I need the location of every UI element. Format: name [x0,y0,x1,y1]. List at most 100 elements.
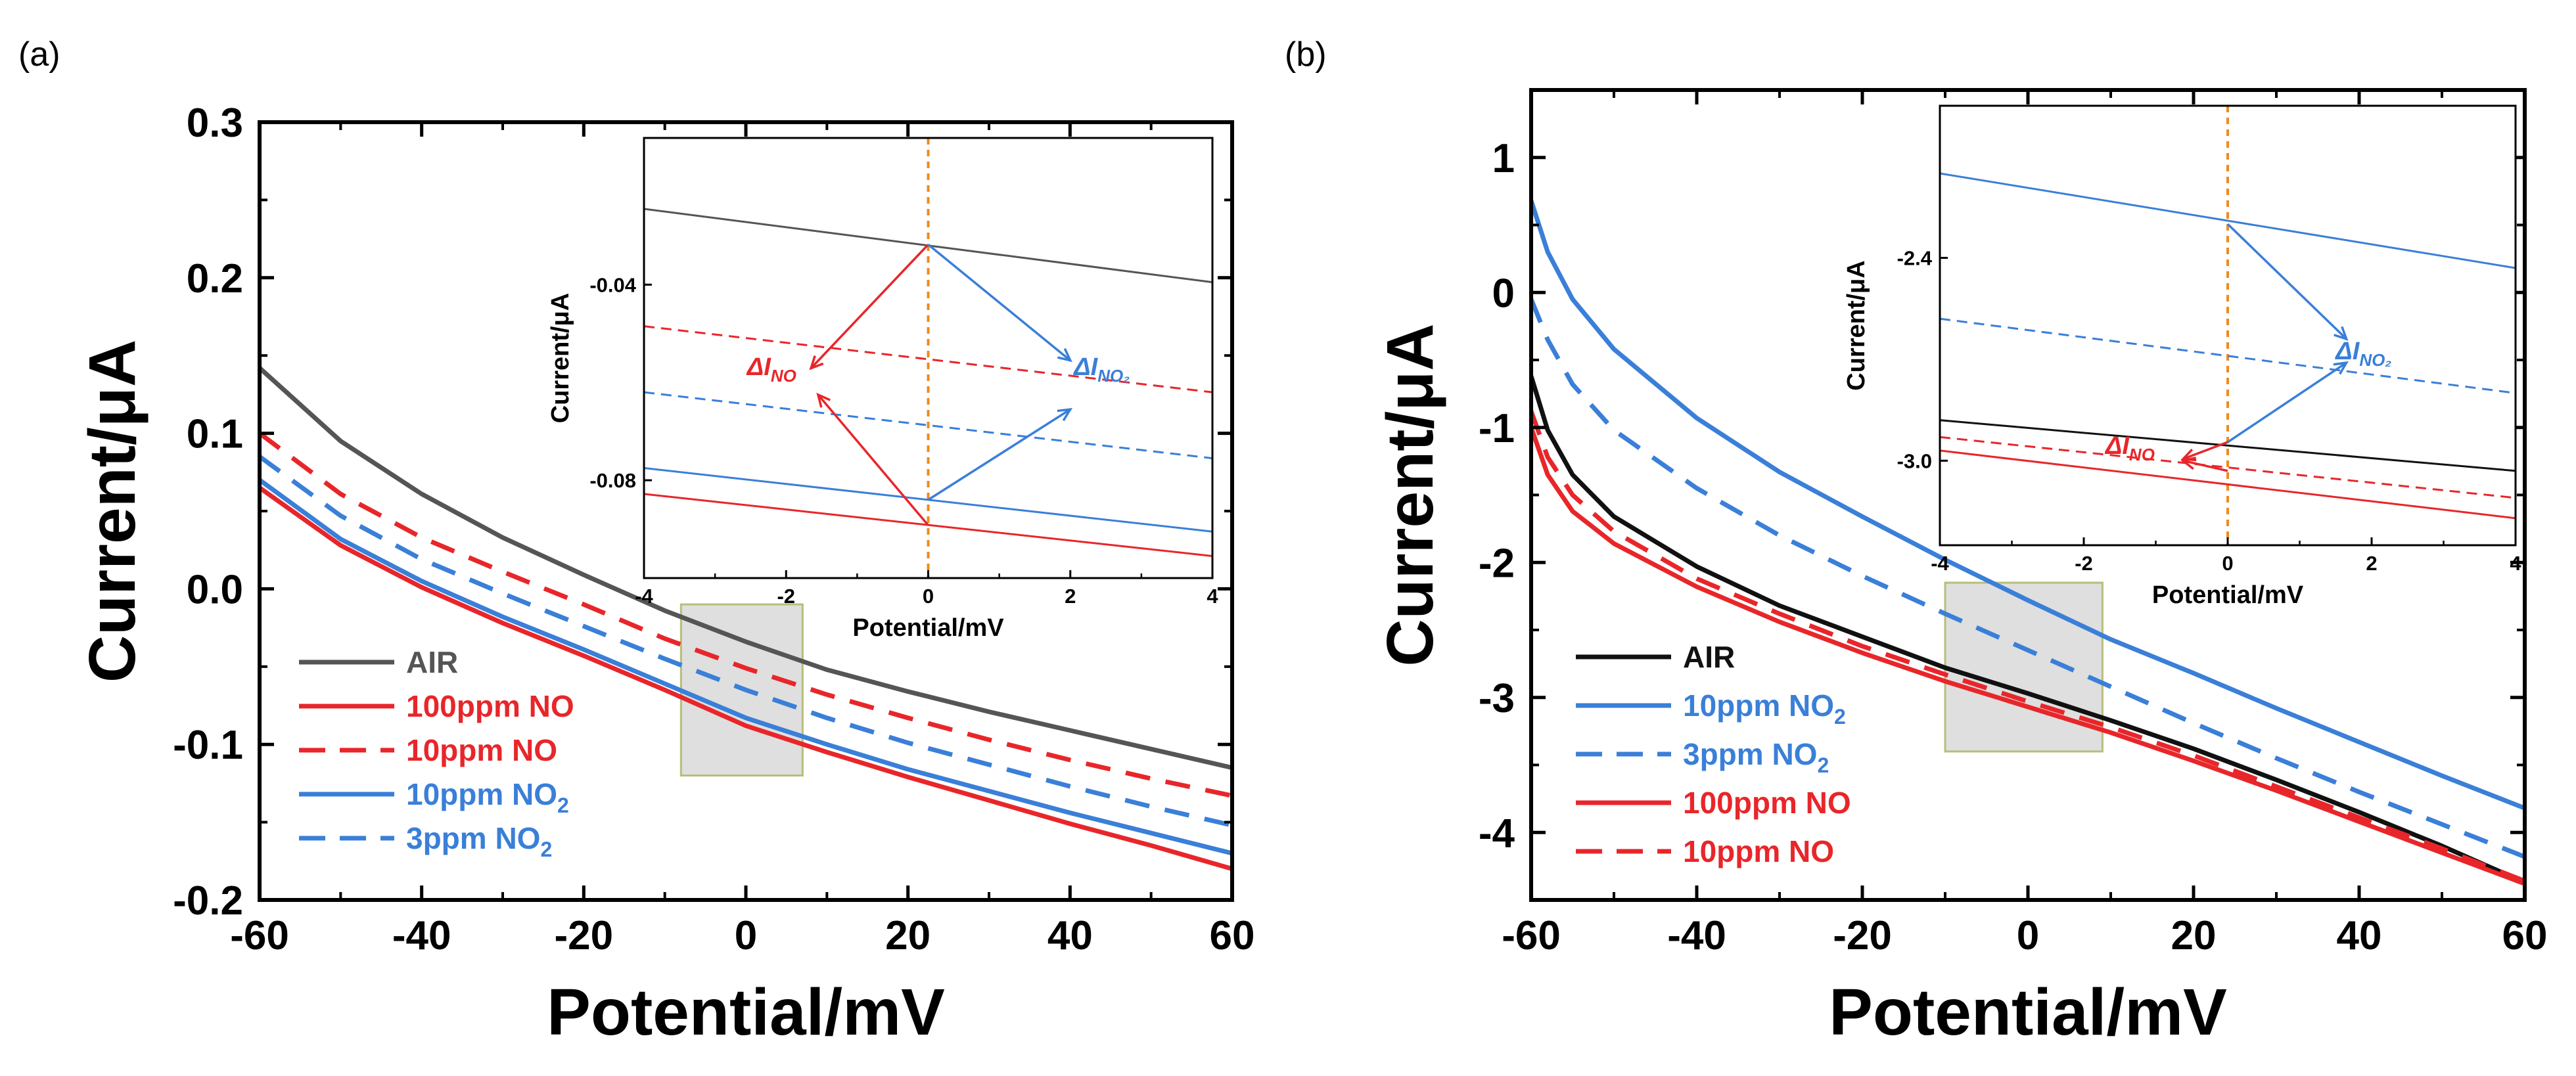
delta-arrow-shaft [817,393,929,526]
inset-series-3ppm-no2 [644,391,1212,460]
series-line-10ppm-no2 [1531,200,2525,811]
inset-x-tick-label: 2 [1065,585,1076,608]
legend-label-10ppm-no2: 10ppm NO2 [406,777,569,817]
inset-x-tick-label: 2 [2366,552,2377,575]
delta-annotation-main: ΔI [2334,338,2360,365]
inset-x-tick-label: 0 [2222,552,2233,575]
legend-label-text: AIR [406,645,458,679]
x-tick-label: -20 [555,913,614,958]
delta-arrow-shaft [927,408,1071,501]
panel-label: (a) [18,35,60,74]
delta-arrow-head [2333,361,2349,375]
x-tick-label: -20 [1833,913,1892,958]
series-line-10ppm-no [1531,410,2525,884]
delta-arrow-shaft [2226,223,2347,340]
series-group [260,366,1232,871]
x-tick-label: -40 [392,913,451,958]
series-group [1531,200,2525,886]
delta-annotation-subscript: NO₂ [1097,366,1130,386]
legend-label-text: 10ppm NO [406,733,557,767]
legend-label-text: 10ppm NO [406,777,557,811]
inset-y-tick-label: -0.04 [589,273,636,296]
panel-a: (a)-60 -40 -20 0 20 40 60-0.2-0.10.00.10.20.3P… [18,35,1254,1049]
legend-label-100ppm-no: 100ppm NO [1683,786,1851,820]
legend-label-text: 3ppm NO [1683,737,1817,771]
legend-label-3ppm-no2: 3ppm NO2 [1683,737,1829,777]
delta-annotation-main: ΔI [1072,353,1099,381]
legend-label-subscript: 2 [1817,753,1829,777]
x-tick-label: 0 [2017,913,2039,958]
legend-label-air: AIR [406,645,458,679]
legend-label-text: 100ppm NO [406,689,574,723]
delta-annotation-subscript: NO₂ [2359,350,2391,370]
delta-annotation-subscript: NO [771,366,796,386]
series-line-air [1531,375,2525,885]
legend-label-text: 3ppm NO [406,821,540,855]
delta-arrow-shaft [927,243,1071,362]
x-tick-label: 40 [1047,913,1093,958]
y-tick-label: 0.3 [187,101,243,146]
y-tick-label: 0.2 [187,256,243,302]
delta-arrow-head [1057,347,1072,363]
panel-b: (b)-60 -40 -20 0 20 40 60-4-3-2-101Potential/m… [1285,35,2547,1049]
x-tick-label: 20 [2171,913,2217,958]
x-axis-title: Potential/mV [547,975,945,1049]
inset-series-group [1940,106,2516,545]
series-line-10ppm-no2 [260,478,1232,856]
inset-x-axis-title: Potential/mV [852,614,1004,642]
inset-x-tick-label: -4 [1931,552,1949,575]
inset-y-axis-title: Current/μA [547,293,574,423]
delta-annotation-main: ΔI [2104,432,2130,460]
legend-label-100ppm-no: 100ppm NO [406,689,574,723]
legend-label-text: 10ppm NO [1683,688,1834,723]
y-axis-title: Current/μA [1373,323,1447,666]
y-tick-label: -0.2 [173,878,243,924]
x-tick-label: -60 [230,913,289,958]
y-tick-label: 0.1 [187,412,243,457]
delta-arrow-head [809,355,824,370]
delta-arrow-shaft [2182,459,2228,472]
x-tick-label: 40 [2337,913,2382,958]
series-line-10ppm-no [260,431,1232,798]
inset-x-tick-label: 0 [923,585,934,608]
inset: ΔINO ΔINO₂-4 -2 0 2 4-0.04-0.08Potential/mVCu… [547,137,1218,642]
inset-y-tick-label: -3.0 [1897,449,1932,472]
zoom-highlight-box [1944,581,2104,753]
legend-label-subscript: 2 [557,794,569,817]
delta-annotation-no: ΔINO₂ [2334,338,2391,370]
inset-background [644,138,1212,578]
inset-x-axis-title: Potential/mV [2152,581,2304,609]
x-tick-label: -40 [1667,913,1726,958]
inset-series-10ppm-no2 [1940,172,2516,269]
legend-label-10ppm-no: 10ppm NO [406,733,557,767]
series-line-air [260,366,1232,771]
y-tick-label: -2 [1479,541,1515,586]
y-axis-title: Current/μA [76,340,149,683]
y-tick-label: 0 [1492,271,1515,316]
legend-label-text: 100ppm NO [1683,786,1851,820]
inset-y-tick-label: -2.4 [1897,247,1933,270]
inset-y-tick-label: -0.08 [589,469,636,492]
inset-y-axis-title: Current/μA [1843,260,1870,390]
x-tick-label: 60 [1210,913,1255,958]
delta-arrow-shaft [2182,441,2228,460]
x-axis-title: Potential/mV [1829,975,2227,1049]
legend-label-text: 10ppm NO [1683,834,1834,868]
inset-x-tick-label: 4 [2510,552,2521,575]
inset-x-tick-label: -2 [2075,552,2093,575]
inset-series-air [1940,419,2516,472]
delta-annotation-no: ΔINO₂ [1072,353,1130,386]
x-tick-label: 0 [735,913,757,958]
legend-label-10ppm-no2: 10ppm NO2 [1683,688,1846,729]
series-line-3ppm-no2 [260,455,1232,828]
delta-arrow-head [1057,408,1073,422]
delta-arrow-head [2334,326,2349,341]
y-tick-label: -0.1 [173,723,243,768]
y-tick-label: -3 [1479,676,1515,721]
legend-label-air: AIR [1683,640,1735,674]
inset-series-10ppm-no [1940,436,2516,499]
delta-annotation-no: ΔINO [746,353,796,386]
